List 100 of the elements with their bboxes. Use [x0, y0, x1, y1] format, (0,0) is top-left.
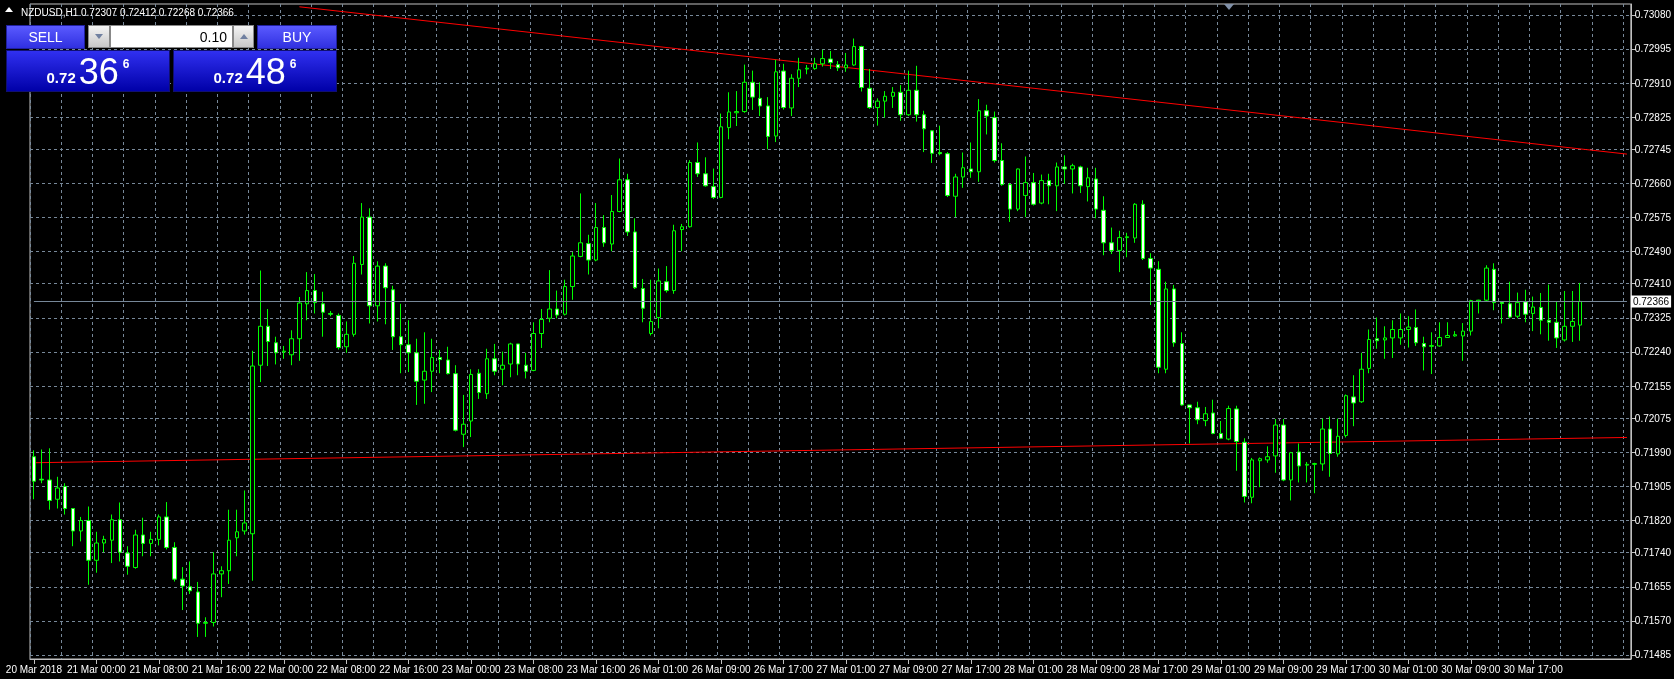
x-tick-label: 23 Mar 00:00: [441, 663, 502, 675]
candlestick: [859, 45, 864, 92]
candlestick: [1094, 167, 1098, 219]
candlestick: [1554, 301, 1559, 349]
candlestick: [1187, 404, 1192, 444]
x-tick-label: 21 Mar 16:00: [191, 663, 252, 675]
x-tick-label: 22 Mar 16:00: [379, 663, 439, 675]
candlestick: [352, 255, 356, 338]
candlestick: [508, 342, 513, 378]
candlestick: [1234, 405, 1239, 472]
y-tick-label: 0.73080: [1634, 9, 1672, 21]
candlestick: [1453, 330, 1457, 338]
lot-size-field: 0.10: [110, 25, 233, 48]
candlestick: [157, 514, 161, 546]
candlestick: [188, 560, 192, 595]
candlestick: [820, 49, 825, 68]
x-tick-label: 26 Mar 01:00: [629, 663, 689, 675]
candlestick: [766, 96, 770, 150]
x-tick-label: 29 Mar 01:00: [1191, 663, 1251, 675]
candlestick: [266, 308, 270, 367]
candlestick: [1562, 290, 1567, 343]
candlestick: [945, 151, 950, 198]
candlestick: [313, 273, 317, 314]
candlestick: [1281, 418, 1286, 482]
candlestick: [672, 224, 676, 295]
candlestick: [336, 312, 341, 351]
candlestick: [1531, 296, 1535, 332]
candlestick: [1219, 420, 1223, 440]
x-tick-label: 29 Mar 17:00: [1316, 663, 1376, 675]
candlestick: [750, 70, 755, 111]
candlestick: [977, 98, 981, 183]
y-tick-label: 0.71740: [1634, 547, 1672, 559]
candlestick: [711, 168, 716, 200]
x-tick-label: 30 Mar 01:00: [1378, 663, 1439, 675]
candlestick: [922, 110, 926, 153]
candlestick: [235, 509, 239, 557]
candlestick: [1226, 405, 1231, 441]
candlestick: [227, 509, 231, 585]
candlestick: [813, 57, 817, 71]
candlestick: [149, 531, 153, 557]
y-tick-label: 0.72155: [1634, 380, 1672, 392]
candlestick: [110, 514, 114, 564]
candlestick: [1273, 418, 1278, 474]
candlestick: [1242, 437, 1247, 503]
candlestick: [1258, 457, 1262, 488]
candlestick: [32, 449, 36, 500]
candlestick: [1211, 399, 1215, 435]
y-tick-label: 0.71570: [1634, 615, 1672, 627]
chart-title: NZDUSD,H1 0.72307 0.72412 0.72268 0.72366: [21, 6, 235, 18]
x-tick-label: 23 Mar 08:00: [504, 663, 564, 675]
candlestick: [1031, 172, 1036, 206]
candlestick: [852, 38, 856, 67]
candlestick: [1422, 336, 1426, 371]
candlestick: [1297, 442, 1301, 483]
candlestick: [547, 269, 552, 323]
candlestick: [321, 291, 325, 338]
candlestick: [914, 65, 919, 123]
candlestick: [289, 329, 294, 366]
candlestick: [961, 152, 965, 189]
y-tick-label: 0.71485: [1634, 649, 1672, 661]
candlestick: [867, 68, 872, 110]
sell-button: SELL: [6, 25, 85, 49]
candlestick: [610, 194, 614, 252]
candlestick: [118, 501, 122, 562]
x-tick-label: 28 Mar 17:00: [1128, 663, 1189, 675]
candlestick: [992, 111, 997, 164]
candlestick: [1125, 232, 1129, 258]
y-tick-label: 0.72490: [1634, 246, 1672, 258]
candlestick: [633, 217, 637, 290]
candlestick: [55, 476, 60, 509]
candlestick: [680, 223, 684, 252]
annotation: 0.72: [213, 69, 243, 86]
candlestick: [219, 565, 224, 598]
candlestick: [180, 566, 185, 611]
candlestick: [836, 60, 840, 72]
candlestick: [688, 159, 692, 229]
candlestick: [1117, 230, 1122, 273]
candlestick: [898, 84, 903, 122]
candlestick: [1086, 167, 1090, 202]
candlestick: [906, 70, 911, 117]
candlestick: [141, 517, 145, 557]
candlestick: [1203, 406, 1208, 427]
candlestick: [1109, 227, 1114, 255]
candlestick: [172, 541, 177, 583]
candlestick: [360, 202, 364, 276]
candlestick: [1000, 142, 1004, 187]
candlestick: [1523, 289, 1528, 323]
candlestick: [774, 59, 778, 143]
candlestick: [641, 278, 645, 323]
candlestick: [102, 535, 106, 553]
candlestick: [1461, 322, 1465, 362]
candlestick: [602, 214, 606, 248]
candlestick: [531, 321, 536, 372]
candlestick: [1164, 281, 1168, 374]
candlestick: [734, 90, 739, 127]
candlestick: [930, 129, 934, 164]
candlestick: [1406, 315, 1411, 349]
candlestick: [570, 251, 575, 301]
candlestick: [578, 192, 583, 258]
candlestick: [594, 202, 598, 262]
